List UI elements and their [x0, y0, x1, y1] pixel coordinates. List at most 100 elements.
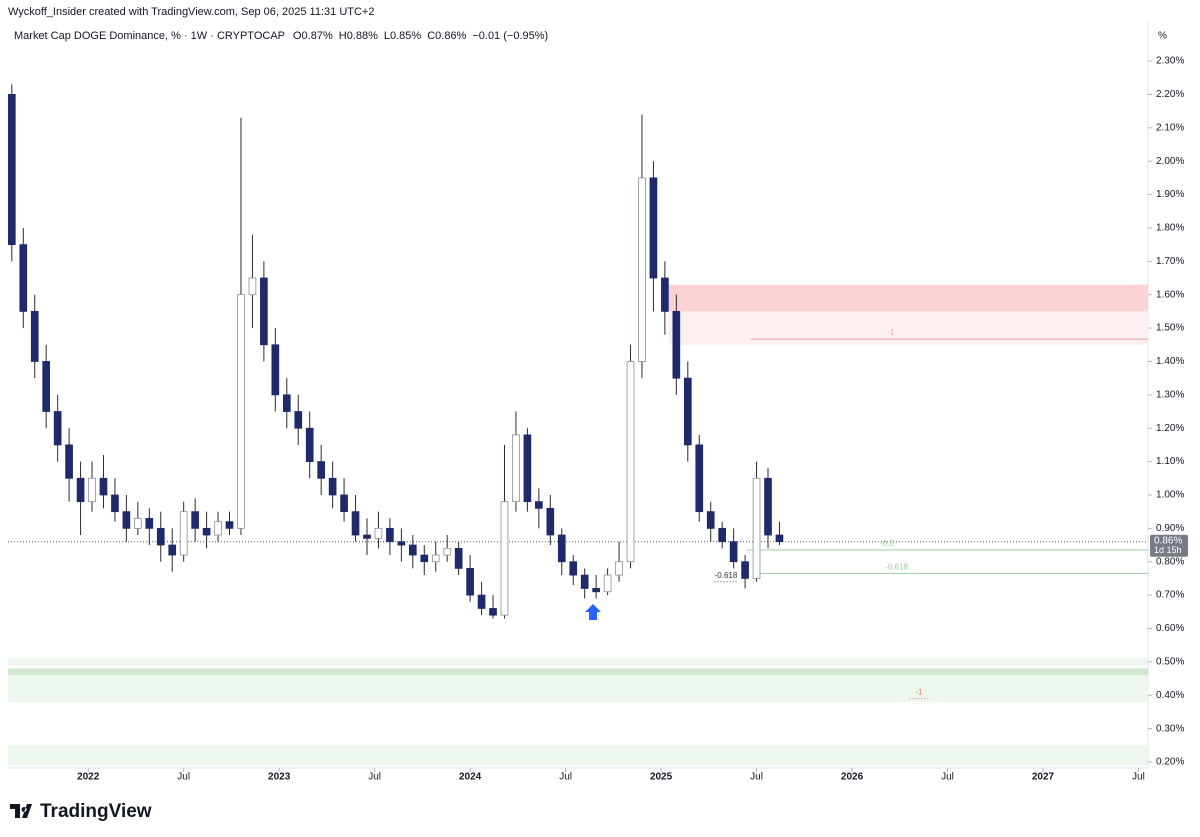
candle-body	[638, 177, 646, 362]
candle-body	[683, 377, 692, 446]
candle-body	[592, 588, 600, 593]
candle-body	[546, 507, 555, 536]
candle-body	[340, 494, 348, 513]
x-tick-label: Jul	[177, 772, 190, 783]
x-tick-label: 2023	[268, 772, 291, 783]
candle-body	[649, 177, 658, 279]
candle-body	[328, 477, 337, 496]
legend-value: L0.85%	[384, 30, 422, 42]
candle-body	[535, 501, 543, 509]
candle-body	[168, 544, 177, 556]
legend-value: −0.01 (−0.95%)	[472, 30, 548, 42]
x-tick-label: Jul	[941, 772, 954, 783]
y-tick-label: 0.60%	[1156, 623, 1184, 634]
candle-body	[99, 477, 108, 496]
zone	[668, 284, 1148, 312]
y-tick-label: 2.20%	[1156, 89, 1184, 100]
y-tick-label: 1.00%	[1156, 490, 1184, 501]
y-tick-label: 1.60%	[1156, 289, 1184, 300]
level-label: -1	[915, 688, 923, 697]
candle-body	[374, 527, 383, 539]
candle-body	[397, 541, 406, 546]
candle-body	[42, 361, 51, 412]
candle-body	[237, 294, 245, 529]
y-tick-label: 1.40%	[1156, 356, 1184, 367]
candle-body	[260, 277, 268, 346]
candle-body	[191, 511, 199, 529]
footer-brand: TradingView	[40, 801, 152, 822]
level-label: -0.618	[715, 571, 738, 580]
candle-body	[557, 534, 566, 563]
axis-unit: %	[1158, 31, 1167, 42]
candle-body	[225, 521, 234, 529]
y-tick-label: 0.80%	[1156, 556, 1184, 567]
x-tick-label: Jul	[559, 772, 572, 783]
level-label: -0.5	[880, 539, 894, 548]
legend-value: O0.87%	[293, 30, 333, 42]
candle-body	[179, 511, 188, 556]
candle-body	[569, 561, 578, 576]
candle-body	[202, 527, 211, 536]
x-tick-label: 2026	[841, 772, 864, 783]
legend-value: H0.88%	[339, 30, 378, 42]
y-tick-label: 0.30%	[1156, 723, 1184, 734]
candle-body	[580, 574, 589, 589]
candle-body	[7, 94, 16, 246]
x-tick-label: Jul	[1132, 772, 1145, 783]
y-tick-label: 0.90%	[1156, 523, 1184, 534]
candle-body	[431, 554, 440, 563]
candle-body	[53, 411, 62, 446]
y-tick-label: 2.10%	[1156, 122, 1184, 133]
y-tick-label: 1.90%	[1156, 189, 1184, 200]
candle-body	[122, 511, 131, 529]
level-label: -1	[887, 328, 895, 337]
candle-body	[512, 434, 520, 503]
zone	[668, 311, 1148, 345]
candle-body	[248, 277, 257, 296]
candle-body	[661, 277, 669, 312]
candle-body	[603, 574, 612, 593]
candle-body	[88, 477, 96, 503]
candle-body	[466, 567, 474, 596]
price-tag	[1150, 534, 1188, 557]
candle-body	[695, 444, 704, 513]
candle-body	[294, 411, 303, 429]
candle-body	[386, 527, 394, 543]
header: Wyckoff_Insider created with TradingView…	[8, 6, 374, 18]
candle-body	[477, 594, 486, 609]
candle-body	[500, 501, 509, 616]
candle-body	[626, 361, 635, 563]
candle-body	[30, 310, 39, 362]
candle-body	[282, 394, 291, 412]
arrow-icon	[585, 604, 601, 620]
candle-body	[134, 517, 142, 529]
candle-body	[764, 477, 772, 536]
candle-body	[145, 517, 154, 529]
countdown: 1d 15h	[1154, 545, 1182, 555]
candle-body	[489, 608, 497, 616]
candle-body	[741, 561, 749, 579]
y-tick-label: 0.40%	[1156, 690, 1184, 701]
level-label: -0.618	[885, 563, 908, 572]
candle-body	[214, 521, 222, 536]
zone	[8, 745, 1148, 766]
candle-body	[615, 561, 623, 576]
chart-title: Market Cap DOGE Dominance, % · 1W · CRYP…	[14, 30, 285, 42]
y-tick-label: 1.50%	[1156, 323, 1184, 334]
y-tick-label: 1.70%	[1156, 256, 1184, 267]
candle-body	[443, 547, 452, 556]
zone	[8, 668, 1148, 676]
candle-body	[317, 461, 326, 479]
y-tick-label: 1.30%	[1156, 389, 1184, 400]
y-tick-label: 1.80%	[1156, 223, 1184, 234]
candle-body	[65, 444, 73, 479]
candle-body	[523, 434, 532, 503]
x-tick-label: 2027	[1032, 772, 1055, 783]
candle-body	[775, 534, 784, 543]
candle-body	[363, 534, 371, 539]
plot-area: -1 -0.5 -0.618 -0.618 -1	[7, 84, 1148, 766]
candle-body	[111, 494, 119, 513]
candle-body	[729, 541, 738, 563]
candle-body	[305, 427, 314, 462]
